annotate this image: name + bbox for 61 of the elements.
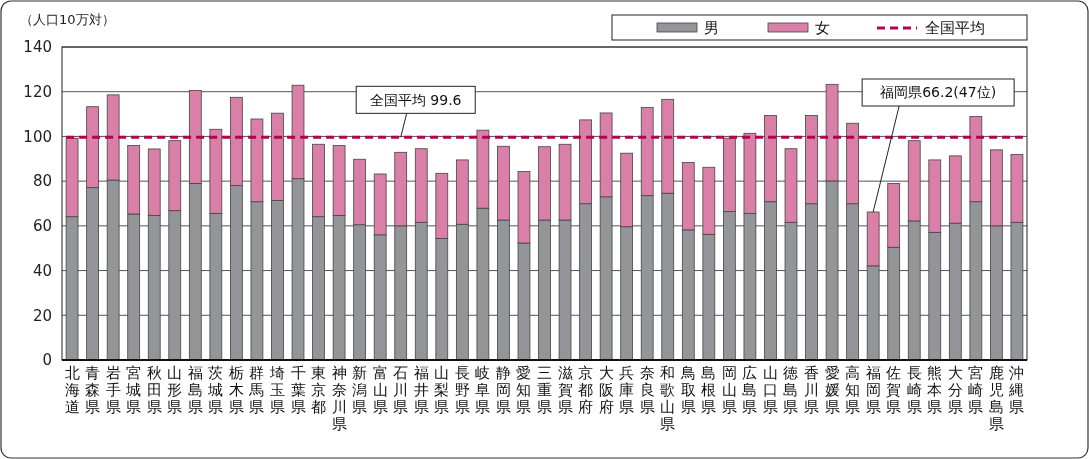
y-tick-label: 140 [23,38,52,57]
x-tick-label: 香川県 [804,364,820,416]
x-tick-label: 群馬県 [248,364,265,416]
x-tick-label: 大分県 [947,364,963,416]
x-tick-label: 岡山県 [721,364,737,416]
x-tick-label: 愛媛県 [824,364,840,416]
x-tick-label: 新潟県 [352,364,368,416]
x-tick-label: 岐阜県 [475,364,491,416]
y-tick-label: 40 [32,261,52,280]
x-tick-label: 青森県 [85,364,101,416]
x-tick-label: 佐賀県 [886,364,902,416]
y-tick-label: 0 [42,351,52,370]
x-tick-label: 兵庫県 [619,364,635,416]
y-tick-label: 20 [32,306,52,325]
x-tick-label: 神奈川県 [331,364,347,433]
x-tick-label: 富山県 [372,364,388,416]
x-tick-label: 奈良県 [639,364,655,416]
x-tick-label: 埼玉県 [268,364,285,416]
x-tick-label: 東京都 [311,364,327,416]
x-tick-label: 福井県 [413,364,429,416]
x-tick-label: 福島県 [187,364,203,416]
x-tick-label: 山梨県 [434,364,450,416]
x-tick-label: 熊本県 [927,364,943,416]
x-tick-label: 山口県 [762,364,778,416]
legend-label: 全国平均 [925,19,985,38]
x-tick-label: 宮城県 [125,364,142,416]
x-tick-label: 岩手県 [105,364,121,416]
x-tick-label: 三重県 [537,364,552,416]
x-tick-label: 愛知県 [516,364,532,416]
x-tick-label: 京都府 [578,364,594,416]
x-tick-label: 山形県 [167,364,183,416]
x-tick-label: 茨城県 [207,364,224,416]
y-tick-label: 120 [23,82,52,101]
x-tick-label: 栃木県 [228,364,244,416]
annotation: 全国平均 99.6 [369,91,462,108]
x-tick-label: 静岡県 [495,364,511,416]
x-tick-label: 滋賀県 [557,364,573,416]
x-tick-label: 和歌山県 [660,364,676,433]
x-tick-label: 沖縄県 [1008,364,1025,416]
x-tick-label: 島根県 [701,364,717,416]
x-tick-label: 秋田県 [146,364,162,416]
x-tick-label: 石川県 [393,364,409,416]
x-tick-label: 長崎県 [906,364,922,416]
x-tick-label: 徳島県 [783,364,799,416]
legend-label: 男 [704,19,719,38]
legend-label: 女 [815,19,830,38]
x-tick-label: 鹿児島県 [988,364,1004,433]
x-tick-label: 長野県 [454,364,470,416]
annotation: 福岡県66.2(47位) [880,84,997,101]
x-tick-label: 宮崎県 [968,364,984,416]
x-tick-label: 広島県 [742,364,758,416]
x-tick-label: 千葉県 [290,364,306,416]
x-tick-label: 北海道 [64,364,80,416]
x-tick-label: 大阪府 [598,364,614,416]
y-tick-label: 60 [32,217,52,236]
x-tick-label: 福岡県 [865,364,881,416]
y-tick-label: 80 [32,172,52,191]
y-axis-title: （人口10万対） [20,12,115,27]
y-tick-label: 100 [23,127,52,146]
x-tick-label: 鳥取県 [679,364,696,416]
x-tick-label: 高知県 [845,364,861,416]
